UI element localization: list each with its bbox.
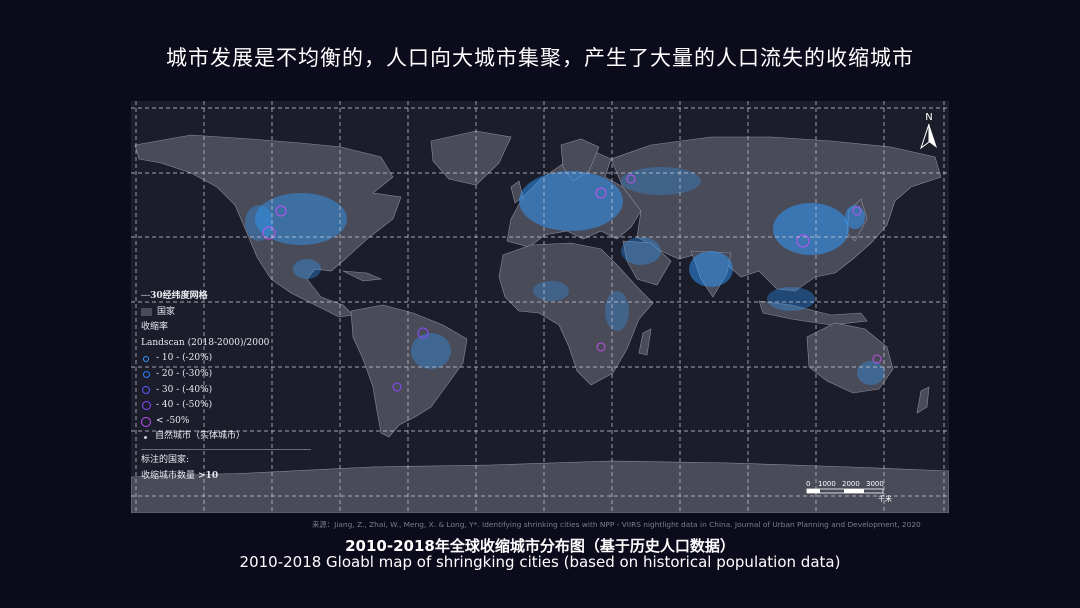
legend-class-label: - 10 - (-20%) bbox=[156, 353, 213, 364]
hotspot-china bbox=[773, 203, 849, 255]
indonesia bbox=[758, 300, 868, 326]
scale-bar-graphic: 0 1000 2000 3000 千米 bbox=[806, 480, 892, 503]
hotspot-se-asia bbox=[767, 287, 815, 311]
country-swatch bbox=[141, 308, 152, 317]
hotspot-mexico bbox=[293, 259, 321, 279]
hotspot-middle-east bbox=[621, 237, 661, 265]
ring-russia bbox=[626, 174, 636, 184]
ring-argentina bbox=[392, 382, 402, 392]
north-label: N bbox=[925, 112, 932, 123]
legend-natural-city: 自然城市（实体城市） bbox=[141, 429, 311, 445]
legend-class: - 20 - (-30%) bbox=[141, 367, 311, 383]
ring-swatch-icon bbox=[143, 371, 150, 379]
graticule bbox=[131, 101, 949, 513]
legend-annotated-value: >10 bbox=[198, 470, 219, 481]
legend-class: - 10 - (-20%) bbox=[141, 351, 311, 367]
legend-annotated-line2: 收缩城市数量 >10 bbox=[141, 469, 311, 485]
ring-europe bbox=[595, 187, 607, 199]
legend-rate-subtitle: Landscan (2018-2000)/2000 bbox=[141, 337, 270, 348]
south-america bbox=[350, 304, 468, 438]
scale-tick-label: 3000 bbox=[866, 480, 884, 488]
source-citation: 来源：Jiang, Z., Zhai, W., Meng, X. & Long,… bbox=[312, 520, 921, 529]
map-canvas bbox=[131, 101, 949, 513]
ring-japan bbox=[852, 206, 862, 216]
hotspot-india bbox=[689, 251, 733, 287]
scale-tick-label: 1000 bbox=[818, 480, 836, 488]
greenland bbox=[430, 130, 512, 186]
scale-unit: 千米 bbox=[878, 494, 892, 503]
arabia bbox=[622, 240, 672, 286]
north-arrow: N bbox=[917, 110, 941, 152]
map-legend: --- 30经纬度网格 国家 收缩率 Landscan (2018-2000)/… bbox=[141, 289, 311, 484]
legend-annotated-line1: 标注的国家: bbox=[141, 454, 190, 465]
legend-annotated: 标注的国家: 收缩城市数量 >10 bbox=[141, 448, 311, 485]
madagascar bbox=[638, 328, 652, 356]
hotspot-western-us bbox=[245, 205, 273, 241]
ring-brazil bbox=[417, 327, 429, 339]
slide-title: 城市发展是不均衡的，人口向大城市集聚，产生了大量的人口流失的收缩城市 bbox=[166, 46, 914, 70]
scale-bar: 0 1000 2000 3000 千米 bbox=[806, 478, 906, 504]
legend-grid-label: 30经纬度网格 bbox=[150, 291, 208, 301]
ring-australia bbox=[872, 354, 882, 364]
hotspot-russia bbox=[621, 167, 701, 195]
legend-grid-prefix: --- bbox=[141, 291, 151, 301]
ring-us bbox=[275, 205, 287, 217]
legend-class: < -50% bbox=[141, 414, 311, 430]
hotspot-east-africa bbox=[605, 291, 629, 331]
legend-natural-city-label: 自然城市（实体城市） bbox=[155, 431, 246, 442]
land-layer bbox=[131, 130, 949, 513]
ring-swatch-icon bbox=[143, 356, 149, 363]
hotspot-brazil bbox=[411, 333, 451, 369]
legend-country: 国家 bbox=[141, 305, 311, 321]
legend-class-label: - 30 - (-40%) bbox=[156, 384, 213, 395]
scandinavia bbox=[560, 138, 600, 182]
legend-class-label: - 20 - (-30%) bbox=[156, 368, 213, 379]
north-america bbox=[134, 134, 402, 318]
hotspot-west-africa bbox=[533, 281, 569, 301]
hotspot-eastern-us bbox=[255, 193, 347, 245]
ring-swatch-icon bbox=[141, 416, 151, 427]
ring-us-south bbox=[262, 226, 276, 240]
ring-china bbox=[796, 234, 810, 248]
legend-class-label: < -50% bbox=[156, 415, 190, 426]
hotspot-europe bbox=[519, 171, 623, 231]
legend-rate-title: 收缩率 bbox=[141, 322, 169, 333]
legend-grid: --- 30经纬度网格 bbox=[141, 289, 311, 305]
hotspot-layer bbox=[245, 167, 885, 392]
legend-class: - 30 - (-40%) bbox=[141, 383, 311, 399]
legend-class-label: - 40 - (-50%) bbox=[156, 400, 213, 411]
legend-annotated-label: 收缩城市数量 bbox=[141, 470, 196, 481]
figure-caption-zh: 2010-2018年全球收缩城市分布图（基于历史人口数据） bbox=[345, 537, 735, 555]
africa bbox=[498, 242, 654, 386]
dot-swatch-icon bbox=[144, 435, 147, 439]
world-map bbox=[131, 101, 949, 513]
hotspot-japan bbox=[845, 205, 865, 229]
ring-swatch-icon bbox=[142, 386, 150, 395]
ring-swatch-icon bbox=[142, 401, 151, 411]
antarctica bbox=[131, 460, 949, 513]
scale-tick-label: 0 bbox=[806, 480, 810, 488]
caribbean bbox=[342, 270, 383, 282]
legend-class: - 40 - (-50%) bbox=[141, 398, 311, 414]
new-zealand bbox=[916, 386, 930, 414]
australia bbox=[806, 322, 894, 394]
figure-caption-en: 2010-2018 Gloabl map of shringking citie… bbox=[239, 553, 841, 571]
hotspot-australia bbox=[857, 361, 885, 385]
legend-country-label: 国家 bbox=[157, 306, 176, 317]
scale-tick-label: 2000 bbox=[842, 480, 860, 488]
ring-africa bbox=[596, 342, 606, 352]
north-arrow-icon: N bbox=[920, 112, 937, 150]
